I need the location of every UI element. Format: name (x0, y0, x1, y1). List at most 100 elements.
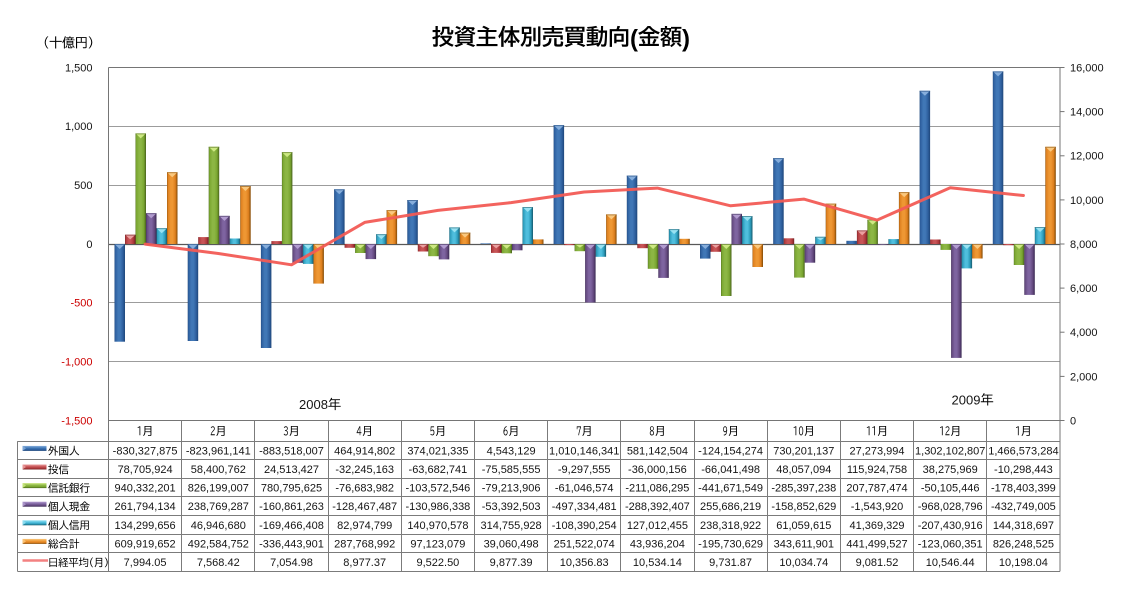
svg-text:343,611,901: 343,611,901 (774, 538, 834, 550)
svg-text:6,000: 6,000 (1070, 283, 1098, 295)
svg-text:730,201,137: 730,201,137 (773, 445, 834, 457)
svg-text:-883,518,007: -883,518,007 (259, 445, 324, 457)
svg-text:9,877.39: 9,877.39 (490, 557, 533, 569)
svg-text:-124,154,274: -124,154,274 (698, 445, 763, 457)
svg-text:826,199,007: 826,199,007 (188, 483, 249, 495)
svg-text:492,584,752: 492,584,752 (188, 538, 249, 550)
svg-text:9,081.52: 9,081.52 (856, 557, 899, 569)
svg-text:-53,392,503: -53,392,503 (482, 501, 541, 513)
svg-text:-1,543,920: -1,543,920 (851, 501, 904, 513)
svg-text:-336,443,901: -336,443,901 (259, 538, 324, 550)
svg-text:-432,749,005: -432,749,005 (991, 501, 1056, 513)
svg-text:0: 0 (1070, 415, 1076, 427)
svg-text:2008: 2008 (299, 397, 328, 412)
svg-text:-285,397,238: -285,397,238 (771, 483, 836, 495)
svg-text:10,000: 10,000 (1070, 195, 1104, 207)
svg-text:-211,086,295: -211,086,295 (625, 483, 689, 495)
svg-text:12,000: 12,000 (1070, 151, 1104, 163)
svg-text:287,768,992: 287,768,992 (334, 538, 395, 550)
svg-text:41,369,329: 41,369,329 (849, 520, 904, 532)
svg-text:2,000: 2,000 (1070, 371, 1098, 383)
svg-text:10,034.74: 10,034.74 (779, 557, 828, 569)
svg-text:314,755,928: 314,755,928 (481, 520, 542, 532)
svg-text:-830,327,875: -830,327,875 (113, 445, 178, 457)
svg-text:): ) (682, 25, 690, 52)
svg-text:27,273,994: 27,273,994 (849, 445, 904, 457)
svg-text:0: 0 (86, 239, 92, 251)
svg-text:940,332,201: 940,332,201 (115, 483, 176, 495)
svg-text:1,000: 1,000 (65, 121, 93, 133)
svg-text:-288,392,407: -288,392,407 (625, 501, 690, 513)
svg-text:-968,028,796: -968,028,796 (918, 501, 983, 513)
svg-text:144,318,697: 144,318,697 (993, 520, 1054, 532)
svg-text:10,356.83: 10,356.83 (560, 557, 609, 569)
svg-text:61,059,615: 61,059,615 (776, 520, 831, 532)
svg-text:39,060,498: 39,060,498 (484, 538, 539, 550)
svg-text:127,012,455: 127,012,455 (627, 520, 688, 532)
svg-text:-76,683,982: -76,683,982 (335, 483, 394, 495)
svg-text:10,534.14: 10,534.14 (633, 557, 682, 569)
svg-text:58,400,762: 58,400,762 (191, 464, 246, 476)
svg-text:251,522,074: 251,522,074 (554, 538, 615, 550)
svg-text:-823,961,141: -823,961,141 (186, 445, 251, 457)
svg-text:134,299,656: 134,299,656 (115, 520, 176, 532)
svg-text:1,010,146,341: 1,010,146,341 (549, 445, 619, 457)
svg-text:238,318,922: 238,318,922 (700, 520, 761, 532)
svg-text:7,994.05: 7,994.05 (124, 557, 167, 569)
svg-text:48,057,094: 48,057,094 (776, 464, 831, 476)
svg-text:-207,430,916: -207,430,916 (918, 520, 983, 532)
svg-text:-169,466,408: -169,466,408 (259, 520, 324, 532)
svg-text:-108,390,254: -108,390,254 (552, 520, 617, 532)
svg-text:261,794,134: 261,794,134 (115, 501, 176, 513)
svg-text:826,248,525: 826,248,525 (993, 538, 1054, 550)
svg-text:-61,046,574: -61,046,574 (555, 483, 614, 495)
svg-text:-1,500: -1,500 (61, 415, 92, 427)
svg-text:115,924,758: 115,924,758 (847, 464, 907, 476)
svg-text:24,513,427: 24,513,427 (264, 464, 319, 476)
svg-text:-32,245,163: -32,245,163 (335, 464, 394, 476)
svg-text:-497,334,481: -497,334,481 (552, 501, 617, 513)
svg-text:9,731.87: 9,731.87 (709, 557, 752, 569)
svg-text:-50,105,446: -50,105,446 (921, 483, 980, 495)
svg-text:441,499,527: 441,499,527 (846, 538, 907, 550)
svg-text:-441,671,549: -441,671,549 (698, 483, 763, 495)
svg-text:-500: -500 (70, 298, 92, 310)
svg-text:-178,403,399: -178,403,399 (991, 483, 1056, 495)
svg-text:4,543,129: 4,543,129 (487, 445, 536, 457)
svg-text:7,568.42: 7,568.42 (197, 557, 240, 569)
svg-text:8,977.37: 8,977.37 (343, 557, 386, 569)
svg-text:-10,298,443: -10,298,443 (994, 464, 1053, 476)
svg-text:780,795,625: 780,795,625 (261, 483, 322, 495)
svg-text:-1,000: -1,000 (61, 357, 92, 369)
svg-text:(: ( (630, 25, 638, 52)
svg-text:581,142,504: 581,142,504 (627, 445, 688, 457)
svg-text:-160,861,263: -160,861,263 (259, 501, 324, 513)
svg-text:255,686,219: 255,686,219 (700, 501, 761, 513)
svg-text:-195,730,629: -195,730,629 (698, 538, 763, 550)
svg-text:82,974,799: 82,974,799 (337, 520, 392, 532)
svg-text:8,000: 8,000 (1070, 239, 1098, 251)
svg-text:46,946,680: 46,946,680 (191, 520, 246, 532)
svg-text:1,500: 1,500 (65, 62, 93, 74)
svg-text:14,000: 14,000 (1070, 107, 1104, 119)
svg-text:78,705,924: 78,705,924 (118, 464, 173, 476)
svg-text:2009: 2009 (952, 392, 981, 407)
svg-text:-79,213,906: -79,213,906 (482, 483, 541, 495)
svg-text:43,936,204: 43,936,204 (630, 538, 685, 550)
svg-text:500: 500 (74, 180, 92, 192)
svg-text:207,787,474: 207,787,474 (846, 483, 907, 495)
svg-text:464,914,802: 464,914,802 (334, 445, 395, 457)
svg-text:7,054.98: 7,054.98 (270, 557, 313, 569)
svg-text:-130,986,338: -130,986,338 (405, 501, 470, 513)
svg-text:-158,852,629: -158,852,629 (771, 501, 836, 513)
svg-text:9,522.50: 9,522.50 (416, 557, 459, 569)
svg-text:609,919,652: 609,919,652 (115, 538, 176, 550)
svg-text:10,198.04: 10,198.04 (999, 557, 1048, 569)
svg-text:97,123,079: 97,123,079 (410, 538, 465, 550)
svg-text:1,466,573,284: 1,466,573,284 (988, 445, 1058, 457)
svg-text:374,021,335: 374,021,335 (407, 445, 468, 457)
svg-text:1,302,102,807: 1,302,102,807 (915, 445, 985, 457)
svg-text:238,769,287: 238,769,287 (188, 501, 249, 513)
svg-text:-128,467,487: -128,467,487 (332, 501, 397, 513)
svg-text:-9,297,555: -9,297,555 (558, 464, 611, 476)
